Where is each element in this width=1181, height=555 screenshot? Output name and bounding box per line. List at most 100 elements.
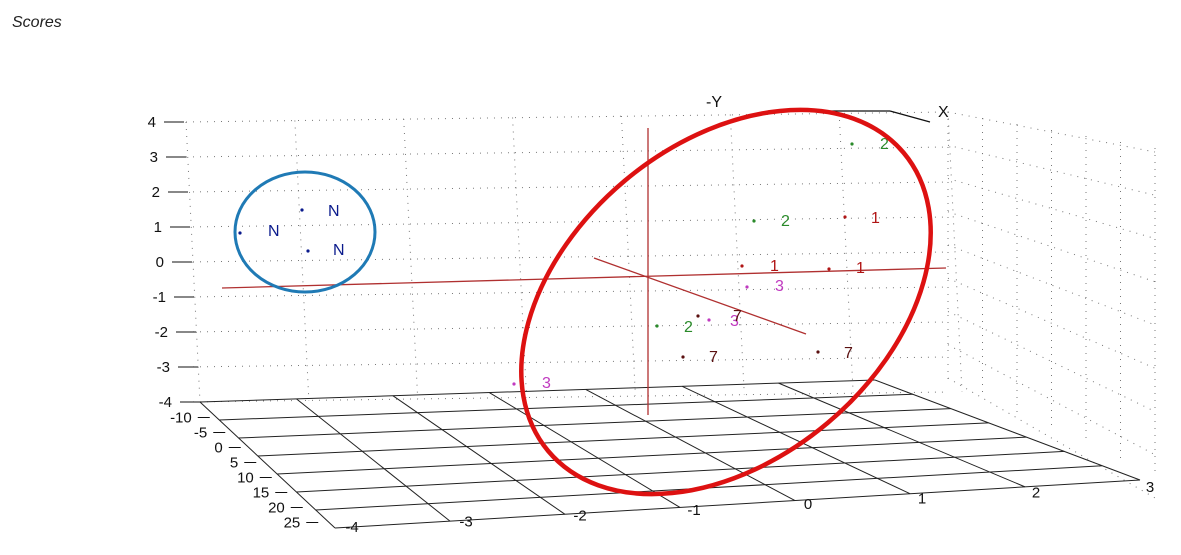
grid-line-v: [185, 121, 201, 403]
depth-tick-label: 5: [230, 455, 238, 472]
floor-line: [778, 382, 1026, 488]
grid-line-h: [185, 181, 949, 193]
floor-line: [277, 436, 1027, 475]
data-point-label: 3: [542, 375, 551, 392]
grid-line-v: [838, 112, 854, 394]
z-tick-label: -4: [159, 394, 172, 411]
data-point-dot: [843, 215, 847, 219]
cluster-ellipse-red: [519, 107, 933, 497]
z-tick-label: -3: [157, 359, 170, 376]
grid-line-h: [185, 356, 949, 368]
data-point-dot: [752, 219, 756, 223]
data-point-label: 2: [684, 319, 693, 336]
data-point-dot: [681, 355, 685, 359]
grid-line-h: [947, 377, 1156, 499]
floor-line: [392, 395, 566, 515]
data-point-label: 1: [770, 258, 779, 275]
data-point-label: 7: [733, 308, 742, 325]
data-point-label: N: [268, 223, 280, 240]
x-tick-label: 1: [918, 490, 926, 507]
depth-tick-label: 10: [237, 470, 254, 487]
floor-grid: [199, 379, 1141, 529]
x-tick-label: -2: [573, 508, 586, 525]
data-point-label: 1: [856, 260, 865, 277]
z-tick-label: 2: [152, 184, 160, 201]
data-point-label: N: [328, 203, 340, 220]
grid-line-v: [512, 117, 528, 398]
data-point-dot: [306, 249, 310, 253]
floor-line: [257, 422, 989, 457]
top-axis-line-end: [889, 110, 931, 123]
grid-line-h: [947, 111, 1156, 153]
data-point-dot: [696, 314, 700, 318]
data-point-label: 1: [871, 210, 880, 227]
floor-line: [238, 408, 951, 439]
data-point-dot: [238, 231, 242, 235]
grid-line-v: [294, 120, 310, 401]
cluster-ellipse-blue: [233, 170, 377, 294]
chart-title: Scores: [12, 14, 62, 31]
grid-line-h: [185, 251, 949, 263]
floor-line: [489, 392, 681, 508]
depth-tick-label: 20: [268, 500, 285, 517]
grid-line-h: [185, 321, 949, 333]
floor-line: [296, 450, 1065, 493]
grid-line-h: [947, 178, 1156, 239]
data-point-dot: [816, 350, 820, 354]
depth-tick-label: -10: [170, 410, 192, 427]
x-tick-label: 2: [1032, 485, 1040, 502]
grid-line-h: [947, 211, 1156, 283]
back-wall-grid: [185, 111, 963, 403]
z-tick-label: 4: [148, 114, 156, 131]
z-tick-label: 0: [156, 254, 164, 271]
depth-tick-label: 15: [253, 485, 270, 502]
grid-line-h: [185, 146, 949, 158]
grid-line-v: [947, 111, 963, 392]
floor-line: [296, 398, 451, 522]
x-tick-label: -1: [687, 502, 700, 519]
data-point-label: 7: [844, 345, 853, 362]
grid-line-v: [403, 118, 419, 400]
grid-line-v: [729, 114, 745, 395]
grid-line-h: [947, 277, 1156, 369]
z-axis: 4 3 2 1 0 -1 -2 -3 -4: [148, 114, 200, 411]
data-point-dot: [745, 285, 749, 289]
data-point-dot: [740, 264, 744, 268]
data-point-label: N: [333, 242, 345, 259]
z-tick-label: 1: [154, 219, 162, 236]
x-axis: -4 -3 -2 -1 0 1 2 3: [345, 479, 1154, 536]
floor-line: [681, 385, 911, 495]
data-point-dot: [512, 382, 516, 386]
origin-axes: [221, 128, 947, 415]
grid-line-v: [620, 115, 636, 397]
x-tick-label: -3: [459, 513, 472, 530]
z-tick-label: -1: [153, 289, 166, 306]
data-point-dot: [850, 142, 854, 146]
data-point-label: 3: [775, 278, 784, 295]
data-point-dot: [707, 318, 711, 322]
data-point-label: 2: [781, 213, 790, 230]
axis-name-x: X: [938, 104, 949, 121]
z-tick-label: -2: [155, 324, 168, 341]
axis-name-y: -Y: [706, 94, 722, 111]
depth-tick-label: 0: [214, 440, 222, 457]
floor-line: [199, 379, 876, 403]
floor-line: [874, 379, 1141, 481]
x-tick-label: 0: [804, 496, 812, 513]
depth-tick-label: 25: [284, 515, 301, 532]
data-point-dot: [655, 324, 659, 328]
x-tick-label: 3: [1146, 479, 1154, 496]
floor-line: [334, 479, 1141, 529]
data-point-label: 7: [709, 349, 718, 366]
data-point-dot: [827, 267, 831, 271]
data-point-label: 3: [730, 313, 739, 330]
right-wall-grid: [947, 111, 1156, 499]
grid-line-h: [947, 144, 1156, 196]
depth-axis-line: [593, 257, 807, 335]
floor-line: [585, 388, 796, 502]
x-tick-label: -4: [345, 519, 358, 536]
data-point-label: 2: [880, 136, 889, 153]
depth-tick-label: -5: [194, 425, 207, 442]
